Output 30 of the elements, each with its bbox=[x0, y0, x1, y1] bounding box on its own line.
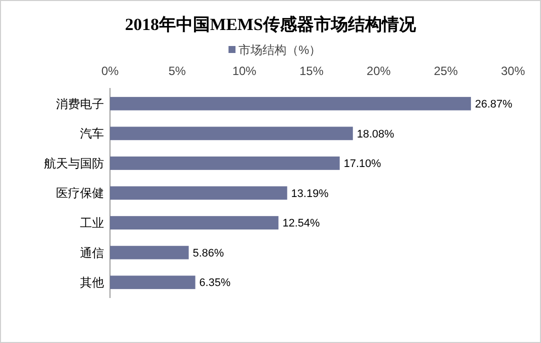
data-label: 18.08% bbox=[356, 128, 394, 140]
y-tick-label: 其他 bbox=[80, 276, 104, 290]
x-tick-label: 20% bbox=[366, 64, 391, 78]
y-tick-label: 汽车 bbox=[80, 126, 104, 141]
y-tick-label: 工业 bbox=[80, 216, 104, 230]
bar bbox=[110, 96, 471, 110]
data-label: 6.35% bbox=[199, 277, 231, 290]
data-label: 13.19% bbox=[291, 188, 329, 200]
bar bbox=[110, 216, 278, 230]
x-tick-label: 0% bbox=[101, 64, 119, 78]
x-tick-label: 25% bbox=[434, 64, 458, 78]
x-tick-label: 10% bbox=[232, 64, 257, 78]
bar bbox=[110, 246, 189, 260]
y-tick-label: 通信 bbox=[80, 246, 104, 260]
y-tick-label: 航天与国防 bbox=[44, 156, 104, 170]
x-tick-label: 15% bbox=[299, 64, 324, 78]
x-tick-label: 30% bbox=[500, 64, 526, 78]
bar bbox=[110, 156, 340, 170]
x-tick-label: 5% bbox=[168, 64, 186, 78]
data-label: 12.54% bbox=[282, 218, 320, 230]
y-tick-label: 消费电子 bbox=[56, 96, 104, 111]
y-tick-label: 医疗保健 bbox=[56, 186, 104, 200]
chart-title: 2018年中国MEMS传感器市场结构情况 bbox=[125, 15, 417, 34]
data-label: 26.87% bbox=[474, 98, 512, 110]
bar bbox=[110, 126, 353, 140]
legend-label: 市场结构（%） bbox=[238, 43, 322, 58]
data-label: 17.10% bbox=[344, 158, 382, 170]
bar bbox=[110, 276, 196, 290]
data-label: 5.86% bbox=[192, 247, 224, 260]
bar bbox=[110, 186, 288, 200]
